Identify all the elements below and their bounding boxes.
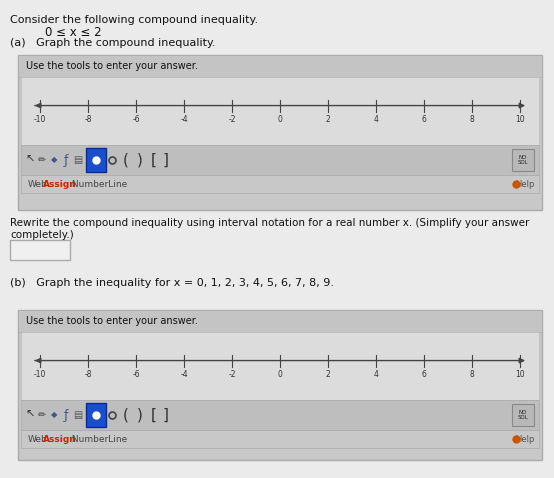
Text: 0: 0	[278, 369, 283, 379]
Text: -8: -8	[84, 115, 92, 123]
Text: 2: 2	[326, 369, 330, 379]
Text: ƒ: ƒ	[64, 153, 68, 166]
Text: -4: -4	[180, 115, 188, 123]
Bar	[86, 403, 106, 427]
Bar	[21, 332, 539, 400]
Bar	[21, 430, 539, 448]
Text: ✏: ✏	[38, 410, 46, 420]
Bar	[18, 55, 542, 77]
Bar	[21, 175, 539, 193]
Text: (b)   Graph the inequality for x = 0, 1, 2, 3, 4, 5, 6, 7, 8, 9.: (b) Graph the inequality for x = 0, 1, 2…	[10, 278, 334, 288]
Text: ↖: ↖	[25, 410, 35, 420]
Text: -8: -8	[84, 369, 92, 379]
Text: 6: 6	[422, 115, 427, 123]
Text: [: [	[151, 152, 157, 167]
Text: 8: 8	[470, 369, 474, 379]
Text: -2: -2	[228, 369, 236, 379]
Text: NumberLine: NumberLine	[69, 435, 127, 444]
Bar	[18, 310, 542, 460]
Text: ◆: ◆	[51, 155, 57, 164]
Text: Use the tools to enter your answer.: Use the tools to enter your answer.	[26, 61, 198, 71]
Text: -2: -2	[228, 115, 236, 123]
Bar	[10, 240, 70, 260]
Text: -6: -6	[132, 369, 140, 379]
Bar	[18, 55, 542, 210]
Text: Web: Web	[28, 435, 48, 444]
Text: NO
SOL: NO SOL	[517, 410, 529, 420]
Text: ◆: ◆	[51, 411, 57, 420]
Text: ▤: ▤	[73, 155, 83, 165]
Text: Assign: Assign	[43, 180, 77, 188]
Bar	[86, 148, 106, 172]
Text: [: [	[151, 408, 157, 423]
Bar	[18, 310, 542, 332]
Text: 4: 4	[373, 369, 378, 379]
Text: -10: -10	[34, 369, 46, 379]
Text: NumberLine: NumberLine	[69, 180, 127, 188]
Text: ƒ: ƒ	[64, 409, 68, 422]
Text: ): )	[137, 152, 143, 167]
Text: -10: -10	[34, 115, 46, 123]
Text: 10: 10	[515, 115, 525, 123]
Text: ✏: ✏	[38, 155, 46, 165]
Bar	[512, 149, 534, 171]
Bar	[21, 400, 539, 430]
Text: -4: -4	[180, 369, 188, 379]
Text: -6: -6	[132, 115, 140, 123]
Text: ]: ]	[163, 408, 169, 423]
Text: 2: 2	[326, 115, 330, 123]
Text: ▤: ▤	[73, 410, 83, 420]
Bar	[512, 404, 534, 426]
Text: (a)   Graph the compound inequality.: (a) Graph the compound inequality.	[10, 38, 216, 48]
Text: ↖: ↖	[25, 155, 35, 165]
Text: Rewrite the compound inequality using interval notation for a real number x. (Si: Rewrite the compound inequality using in…	[10, 218, 530, 239]
Text: NO
SOL: NO SOL	[517, 154, 529, 165]
Text: Use the tools to enter your answer.: Use the tools to enter your answer.	[26, 316, 198, 326]
Bar	[21, 77, 539, 145]
Text: 6: 6	[422, 369, 427, 379]
Text: ): )	[137, 408, 143, 423]
Text: 4: 4	[373, 115, 378, 123]
Text: Web: Web	[28, 180, 48, 188]
Text: (: (	[123, 152, 129, 167]
Text: 10: 10	[515, 369, 525, 379]
Text: Assign: Assign	[43, 435, 77, 444]
Bar	[21, 145, 539, 175]
Text: ]: ]	[163, 152, 169, 167]
Text: 8: 8	[470, 115, 474, 123]
Text: Consider the following compound inequality.: Consider the following compound inequali…	[10, 15, 258, 25]
Text: 0: 0	[278, 115, 283, 123]
Text: Help: Help	[515, 180, 534, 188]
Text: 0 ≤ x ≤ 2: 0 ≤ x ≤ 2	[45, 26, 101, 39]
Text: Help: Help	[515, 435, 534, 444]
Text: (: (	[123, 408, 129, 423]
